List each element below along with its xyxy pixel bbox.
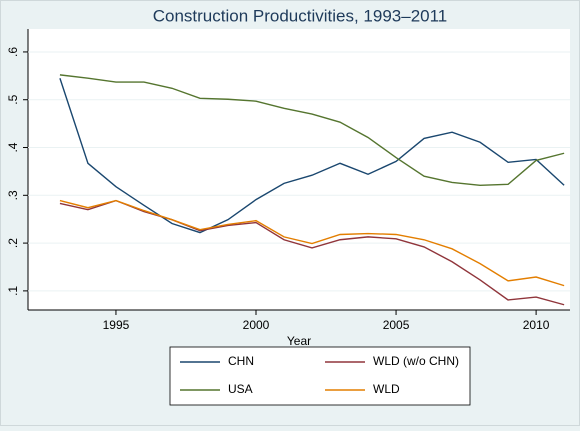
legend-label: WLD (w/o CHN) (373, 354, 459, 368)
x-tick-label: 2010 (523, 318, 550, 332)
y-tick-label: .5 (6, 94, 20, 104)
plot-area (28, 29, 570, 310)
chart-title: Construction Productivities, 1993–2011 (153, 6, 448, 25)
y-tick-label: .4 (6, 142, 20, 152)
line (59, 199, 565, 306)
y-tick-label: .6 (6, 47, 20, 57)
line (59, 78, 565, 234)
legend-label: USA (228, 382, 253, 396)
x-tick-label: 2005 (383, 318, 410, 332)
line (59, 199, 565, 287)
legend-label: WLD (373, 382, 400, 396)
legend (169, 346, 471, 406)
y-tick-label: .1 (6, 286, 20, 296)
y-tick-label: .3 (6, 190, 20, 200)
x-axis-title: Year (287, 334, 311, 348)
x-tick-label: 2000 (243, 318, 270, 332)
legend-label: CHN (228, 354, 254, 368)
y-tick-label: .2 (6, 238, 20, 248)
x-tick-label: 1995 (103, 318, 130, 332)
line (59, 74, 565, 186)
